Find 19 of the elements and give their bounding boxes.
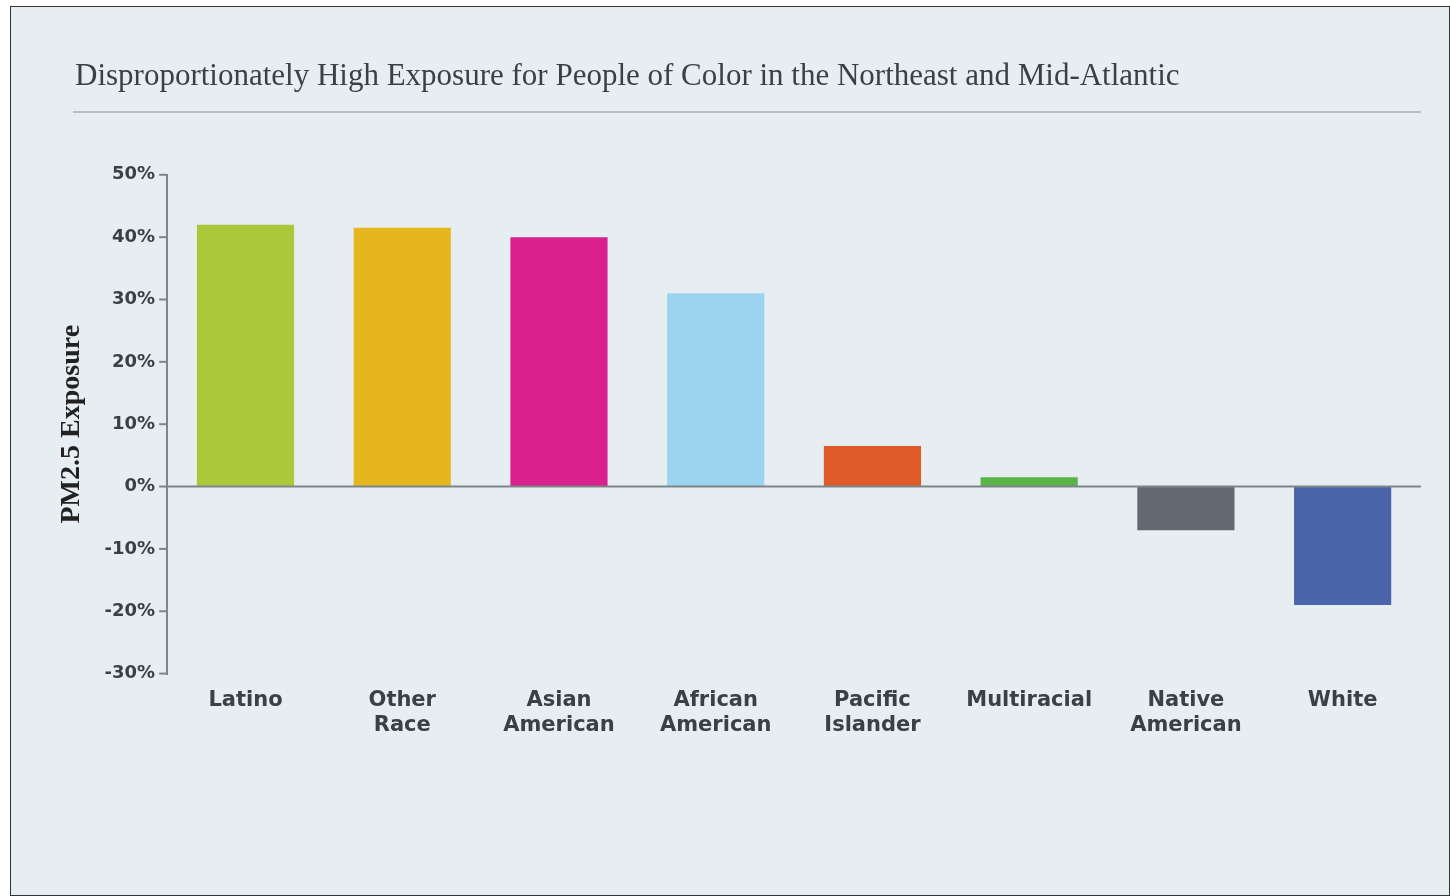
y-tick-label: 30%	[112, 287, 156, 309]
y-tick-label: 20%	[112, 349, 156, 371]
x-tick-label: Asian American	[503, 686, 615, 736]
y-tick-label: -30%	[104, 661, 156, 683]
x-tick-label: African American	[659, 686, 772, 736]
y-tick-label: 40%	[112, 224, 156, 246]
x-tick-label: Latino	[208, 686, 283, 711]
y-tick-label: 10%	[112, 411, 156, 433]
y-tick-label: -20%	[104, 598, 156, 620]
y-axis-title: PM2.5 Exposure	[54, 324, 86, 524]
chart-title: Disproportionately High Exposure for People of Color in the Northeast and Mid-Atlantic	[75, 57, 1180, 93]
y-tick-label: 50%	[112, 162, 156, 184]
x-tick-label: Other Race	[368, 686, 437, 736]
x-tick-label: Multiracial	[966, 686, 1093, 711]
x-tick-label: Pacific Islander	[824, 686, 922, 736]
x-tick-label: Native American	[1130, 686, 1242, 736]
y-tick-label: -10%	[104, 536, 156, 558]
y-tick-label: 0%	[124, 474, 156, 496]
x-tick-label: White	[1307, 686, 1378, 711]
